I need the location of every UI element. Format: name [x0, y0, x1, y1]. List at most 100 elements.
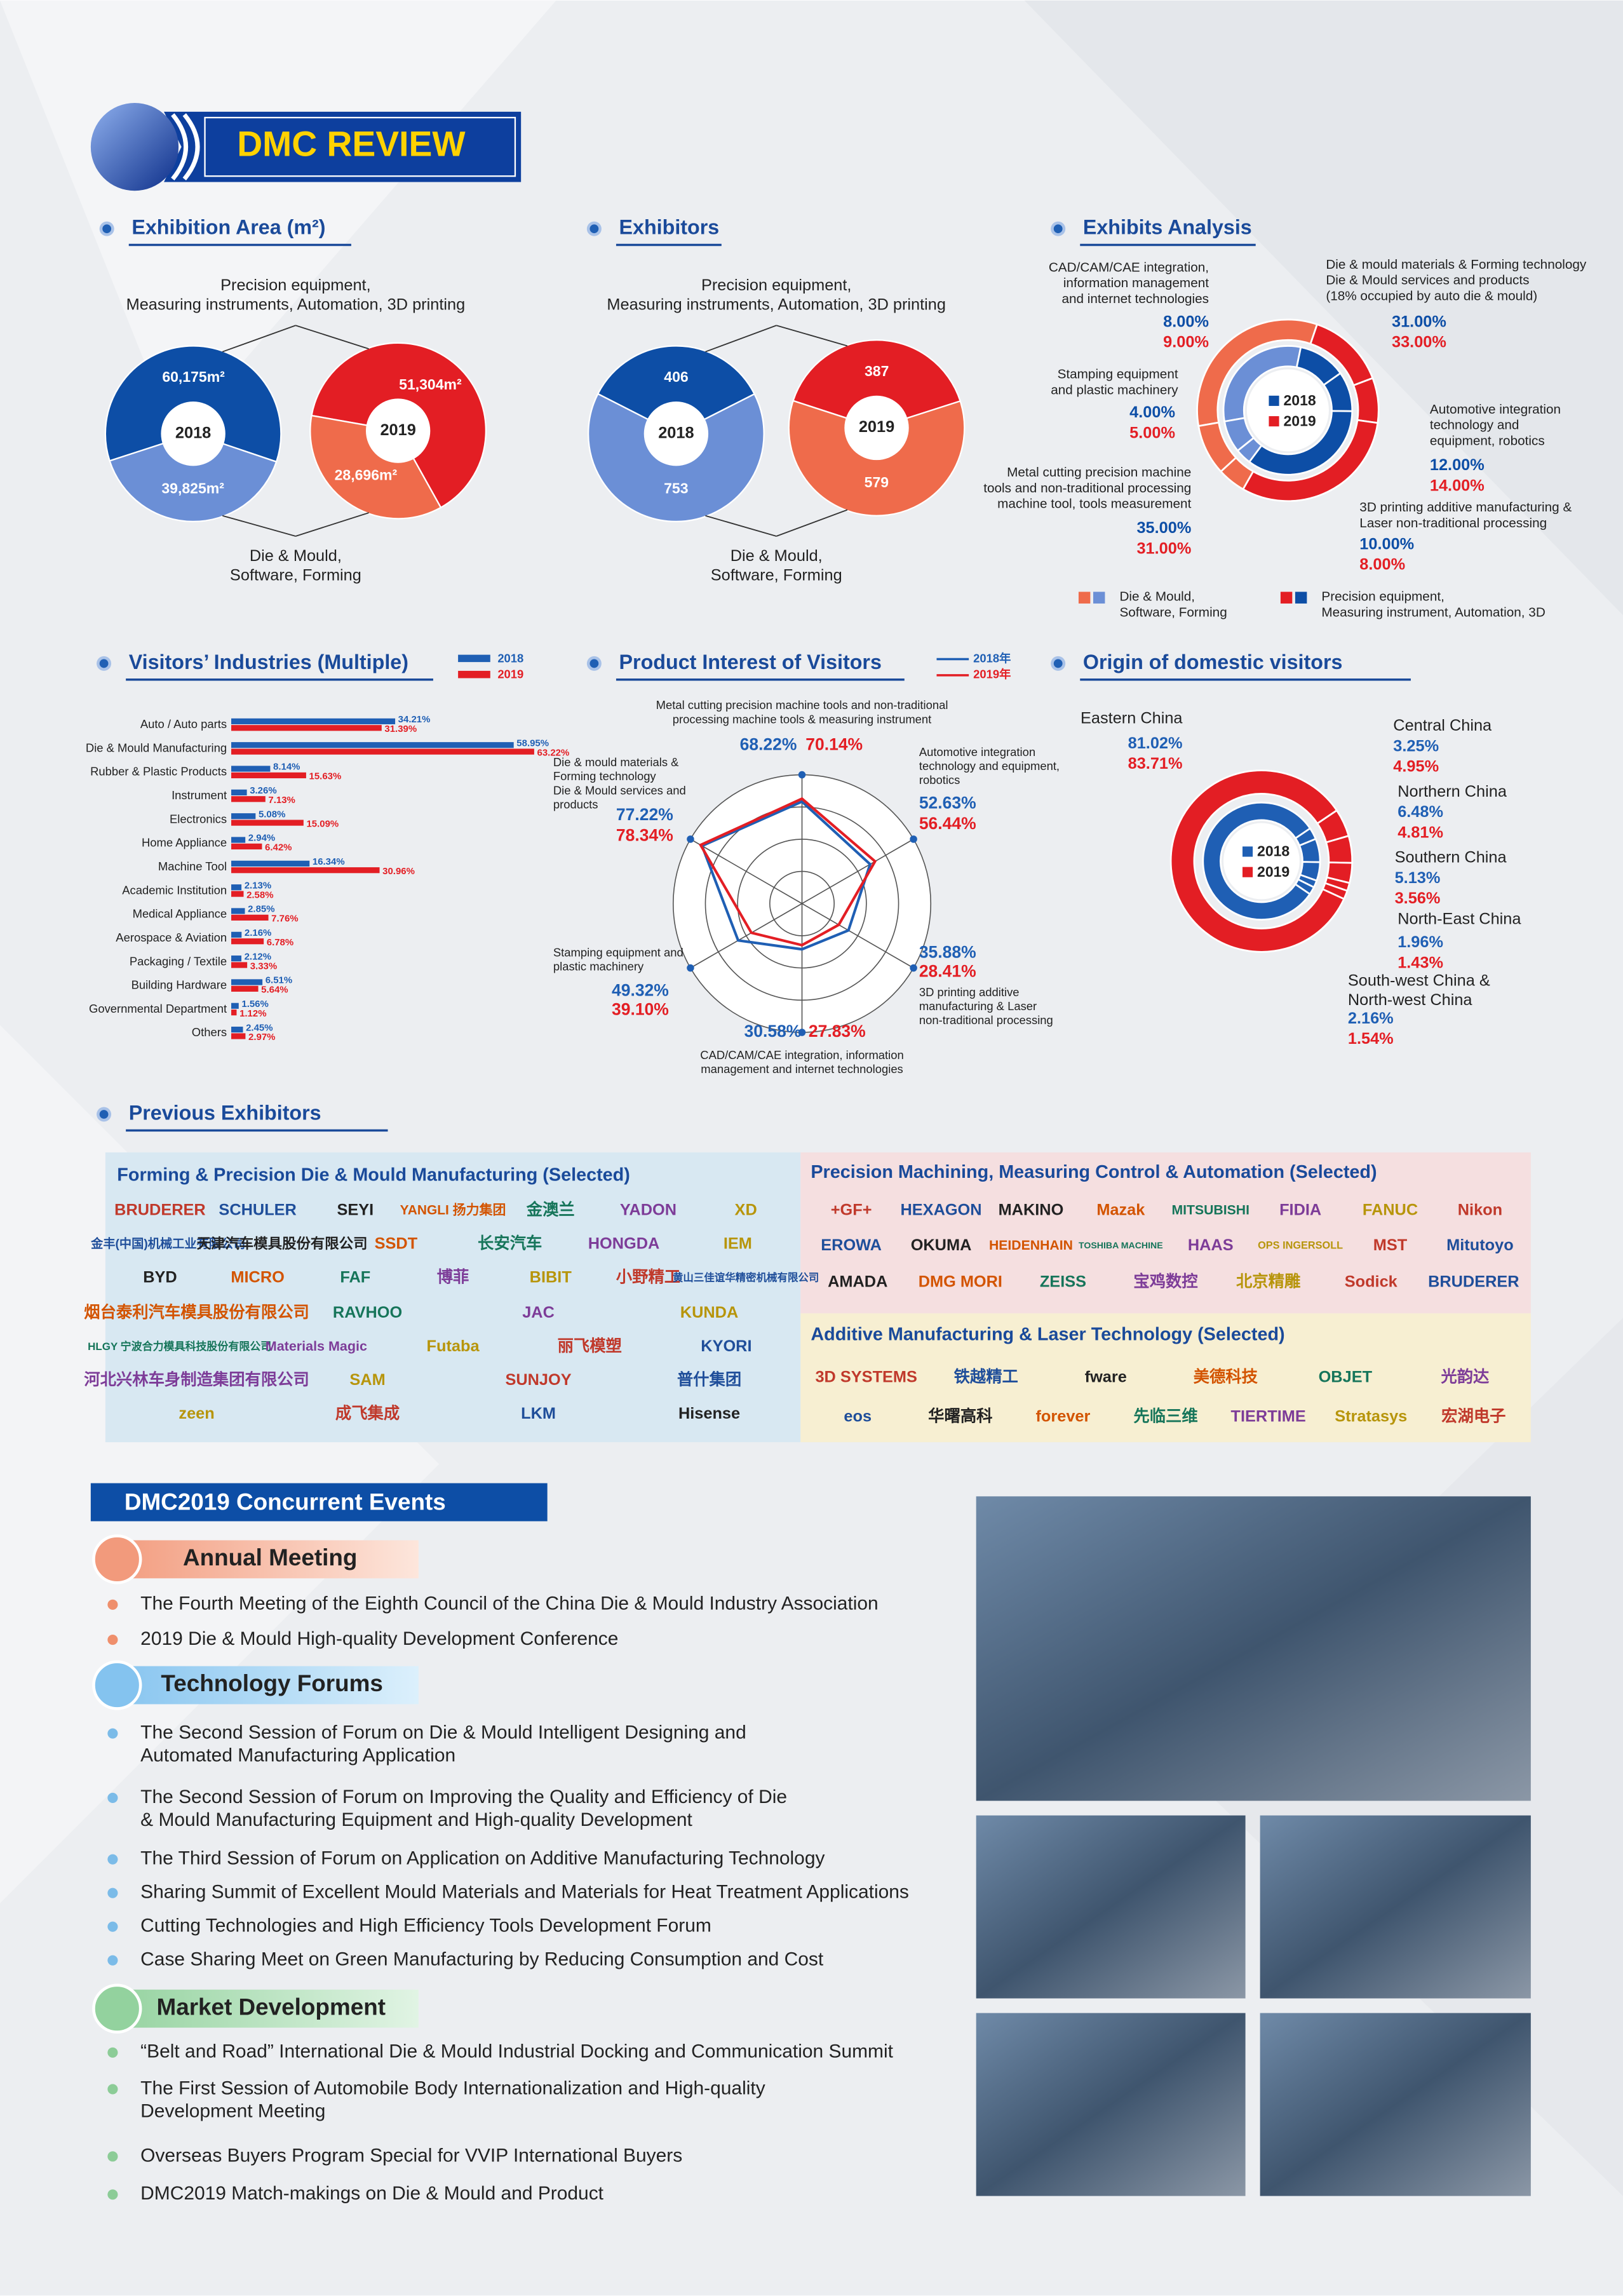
logo: 宏湖电子 — [1441, 1407, 1505, 1426]
pie-slice — [309, 414, 442, 520]
category-label: Eastern China — [1081, 710, 1183, 727]
logo: 华曙高科 — [928, 1407, 992, 1426]
logo: EROWA — [821, 1236, 882, 1254]
logo: forever — [1035, 1408, 1090, 1426]
value-label: 6.51% — [266, 975, 292, 986]
bar — [231, 772, 306, 779]
legend-swatch — [458, 670, 490, 679]
series-name: 2019 — [380, 421, 415, 439]
logo: MAKINO — [999, 1201, 1064, 1219]
value-label: 2.94% — [248, 833, 275, 844]
event-item: Cutting Technologies and High Efficiency… — [140, 1915, 711, 1936]
value-label: 6.48% — [1397, 803, 1443, 821]
section-heading: Exhibits Analysis — [1083, 216, 1252, 239]
bar — [231, 891, 244, 897]
category-label: Governmental Department — [89, 1002, 227, 1015]
connector — [222, 325, 296, 353]
value-label: 16.34% — [313, 856, 345, 867]
ring-segment — [1223, 417, 1255, 452]
section-heading: Origin of domestic visitors — [1083, 651, 1343, 673]
logo: 先临三维 — [1133, 1407, 1197, 1426]
legend-label: 2018年 — [973, 651, 1011, 665]
value-label: 12.00% — [1430, 456, 1485, 474]
category-label: Home Appliance — [142, 836, 227, 849]
ring-segment — [1248, 410, 1354, 476]
logo: SSDT — [375, 1235, 418, 1253]
legend-label: 2019 — [1284, 412, 1316, 429]
bar — [231, 796, 266, 802]
value-label: 27.83% — [809, 1022, 866, 1041]
logo: 普什集团 — [677, 1370, 741, 1389]
logo: Hisense — [678, 1405, 740, 1422]
value-label: 3.56% — [1395, 889, 1441, 907]
legend-swatch — [1295, 591, 1307, 604]
category-label: Others — [192, 1025, 227, 1039]
event-item: Sharing Summit of Excellent Mould Materi… — [140, 1882, 909, 1903]
value-label: 1.43% — [1397, 954, 1443, 971]
pie-slice — [792, 339, 962, 429]
item-bullet — [107, 1854, 118, 1865]
value-label: 60,175m² — [162, 368, 225, 385]
value-label: 8.00% — [1163, 313, 1209, 330]
series-name: 2018 — [658, 424, 694, 442]
value-label: 406 — [664, 368, 688, 385]
value-label: 33.00% — [1392, 334, 1446, 351]
item-bullet — [107, 1921, 118, 1932]
logo: 河北兴林车身制造集团有限公司 — [84, 1370, 309, 1389]
category-label: Die & Mould Manufacturing — [86, 741, 227, 754]
category-label: Die & Mould, Software, Forming — [230, 547, 361, 584]
category-label: Stamping equipment and plastic machinery — [553, 945, 684, 973]
logo: YANGLI 扬力集团 — [400, 1203, 506, 1218]
heading-bullet — [99, 1110, 109, 1119]
value-label: 2.13% — [245, 880, 271, 891]
value-label: 68.22% — [740, 734, 797, 753]
logo: 3D SYSTEMS — [815, 1368, 917, 1386]
logo: 小野精工 — [616, 1269, 680, 1286]
value-label: 39,825m² — [161, 480, 224, 496]
section-heading: Product Interest of Visitors — [619, 651, 882, 673]
legend-label: 2018 — [497, 651, 523, 665]
section-title: Market Development — [157, 1994, 386, 2020]
value-label: 49.32% — [612, 980, 669, 999]
logo: HEXAGON — [900, 1201, 981, 1219]
heading-bullet — [99, 659, 109, 668]
logo: HAAS — [1188, 1236, 1234, 1254]
connector — [776, 325, 848, 347]
category-label: Building Hardware — [131, 978, 227, 992]
event-item: The Second Session of Forum on Improving… — [140, 1786, 787, 1830]
value-label: 14.00% — [1430, 476, 1485, 494]
logo: OKUMA — [911, 1236, 972, 1254]
logo: LKM — [521, 1405, 556, 1422]
value-label: 10.00% — [1359, 535, 1414, 553]
bar — [231, 1027, 243, 1033]
logo-panel — [800, 1152, 1531, 1314]
logo: DMG MORI — [919, 1273, 1002, 1291]
value-label: 2.16% — [245, 928, 271, 938]
logo: JAC — [522, 1304, 555, 1321]
value-label: 4.81% — [1397, 823, 1443, 841]
logo: AMADA — [828, 1273, 887, 1291]
bar — [231, 718, 396, 725]
radar-line — [698, 797, 877, 947]
section-pill — [105, 1989, 419, 2028]
page-title: DMC REVIEW — [237, 125, 466, 164]
value-label: 78.34% — [616, 825, 673, 844]
category-label: Electronics — [170, 812, 227, 825]
category-label: Automotive integration technology and equi… — [1430, 402, 1561, 449]
bar — [231, 813, 256, 820]
category-label: Auto / Auto parts — [140, 717, 227, 731]
logo: Mazak — [1096, 1201, 1145, 1219]
value-label: 7.13% — [268, 795, 295, 806]
event-item: DMC2019 Match-makings on Die & Mould and… — [140, 2183, 604, 2204]
section-heading: Exhibitors — [619, 216, 720, 239]
logo: 博菲 — [437, 1269, 469, 1286]
value-label: 2.45% — [246, 1022, 273, 1033]
event-item: “Belt and Road” International Die & Moul… — [140, 2041, 893, 2062]
bar — [231, 884, 242, 891]
value-label: 1.56% — [241, 999, 268, 1010]
item-bullet — [107, 2047, 118, 2058]
value-label: 28,696m² — [335, 467, 398, 483]
photo — [976, 2013, 1246, 2196]
item-bullet — [107, 1599, 118, 1610]
logo: Futaba — [427, 1337, 480, 1355]
